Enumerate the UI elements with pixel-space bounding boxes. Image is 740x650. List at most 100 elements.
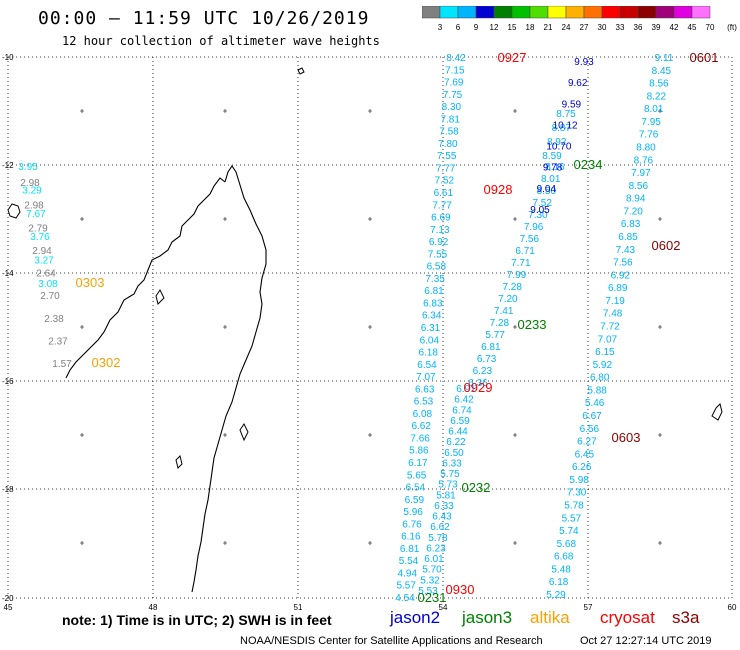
- wave-height-value: 5.68: [557, 539, 577, 550]
- wave-height-value: 7.48: [603, 309, 623, 320]
- wave-height-value: 5.75: [440, 469, 460, 480]
- legend-label: 6: [456, 23, 461, 32]
- grid-cross: [513, 433, 517, 437]
- wave-height-value: 7.76: [639, 130, 659, 141]
- wave-height-value: 6.83: [423, 299, 443, 310]
- legend-swatch: [691, 6, 711, 19]
- altimeter-tracks: 8.427.157.697.758.307.817.587.807.557.77…: [18, 53, 674, 604]
- wave-height-value: 6.91: [456, 384, 476, 395]
- wave-height-value: 5.46: [585, 398, 605, 409]
- wave-height-value: 5.32: [420, 575, 440, 586]
- wave-height-value: 6.59: [450, 416, 470, 427]
- wave-height-value: 5.29: [546, 590, 566, 601]
- wave-height-value: 6.45: [575, 449, 595, 460]
- legend-label: 18: [526, 23, 535, 32]
- wave-height-value: 6.42: [454, 395, 474, 406]
- wave-height-value: 2.37: [48, 336, 68, 347]
- wave-height-value: 6.92: [429, 237, 449, 248]
- wave-height-value: 5.78: [564, 501, 584, 512]
- wave-height-value: 5.54: [399, 556, 419, 567]
- footnote: note: 1) Time is in UTC; 2) SWH is in fe…: [62, 612, 332, 628]
- satellite-label-altika: altika: [530, 608, 570, 627]
- wave-height-value: 6.33: [434, 501, 454, 512]
- pass-time-label: 0928: [484, 182, 513, 197]
- wave-height-value: 7.28: [490, 318, 510, 329]
- pass-time-label: 0302: [92, 355, 121, 370]
- wave-height-value: 3.27: [34, 256, 54, 267]
- wave-height-value: 4.94: [398, 569, 418, 580]
- wave-height-value: 5.77: [485, 330, 505, 341]
- wave-height-value: 4.54: [395, 593, 415, 604]
- pass-time-label: 0930: [446, 582, 475, 597]
- grid-cross: [368, 541, 372, 545]
- wave-height-value: 6.36: [468, 378, 488, 389]
- wave-height-value: 8.76: [634, 155, 654, 166]
- wave-height-value: 6.43: [432, 512, 452, 523]
- wave-height-value: 5.78: [428, 533, 448, 544]
- wave-height-value: 6.18: [549, 577, 569, 588]
- longitude-label: 60: [728, 603, 737, 610]
- wave-height-value: 6.81: [481, 342, 501, 353]
- wave-height-value: 5.57: [562, 513, 582, 524]
- legend-label: 21: [544, 23, 553, 32]
- grid-cross: [658, 433, 662, 437]
- grid-cross: [513, 109, 517, 113]
- longitude-label: 48: [149, 603, 158, 610]
- wave-height-value: 7.30: [567, 488, 587, 499]
- wave-height-value: 7.20: [623, 206, 643, 217]
- grid-cross: [80, 217, 84, 221]
- grid-cross: [80, 325, 84, 329]
- wave-height-value: 2.38: [44, 314, 64, 325]
- legend-label: 30: [598, 23, 607, 32]
- wave-height-value: 9.04: [537, 184, 557, 195]
- wave-height-value: 6.81: [400, 544, 420, 555]
- grid-cross: [223, 433, 227, 437]
- wave-height-value: 9.78: [543, 163, 563, 174]
- wave-height-value: 7.30: [528, 210, 548, 221]
- wave-height-value: 8.01: [541, 174, 561, 185]
- legend-label: 12: [490, 23, 499, 32]
- wave-height-value: 6.62: [430, 522, 450, 533]
- islet-2: [239, 423, 249, 442]
- wave-height-value: 3.95: [18, 162, 38, 173]
- wave-height-value: 6.85: [618, 232, 638, 243]
- grid-cross: [223, 217, 227, 221]
- pass-time-label: 0929: [464, 380, 493, 395]
- wave-height-value: 7.07: [598, 334, 618, 345]
- wave-height-value: 8.01: [644, 104, 664, 115]
- wave-height-value: 6.63: [415, 384, 435, 395]
- pass-time-label: 0303: [76, 275, 105, 290]
- legend-label: 9: [474, 23, 479, 32]
- wave-height-value: 6.74: [452, 405, 472, 416]
- wave-height-value: 2.79: [28, 223, 48, 234]
- wave-height-value: 6.53: [414, 397, 434, 408]
- pass-time-label: 0233: [518, 317, 547, 332]
- wave-height-value: 6.33: [442, 458, 462, 469]
- wave-height-value: 7.07: [416, 372, 436, 383]
- wave-height-value: 6.58: [427, 262, 447, 273]
- pass-time-label: 0232: [462, 480, 491, 495]
- grid-cross: [658, 325, 662, 329]
- comoros-island: [7, 203, 21, 219]
- pass-time-label: 0603: [612, 430, 641, 445]
- wave-height-value: 8.16: [545, 162, 565, 173]
- wave-height-value: 7.66: [410, 434, 430, 445]
- wave-height-value: 9.93: [574, 57, 594, 68]
- wave-height-value: 6.89: [608, 283, 628, 294]
- grid-cross: [80, 109, 84, 113]
- wave-height-value: 7.69: [444, 78, 464, 89]
- wave-height-value: 7.15: [445, 65, 465, 76]
- wave-height-value: 7.56: [520, 234, 540, 245]
- satellite-label-cryosat: cryosat: [600, 608, 655, 627]
- wave-height-value: 2.98: [24, 201, 44, 212]
- legend-label: 33: [616, 23, 625, 32]
- wave-height-value: 6.16: [401, 532, 421, 543]
- wave-height-value: 5.57: [396, 581, 416, 592]
- wave-height-value: 6.04: [420, 335, 440, 346]
- wave-height-value: 10.12: [553, 120, 578, 131]
- wave-height-value: 6.76: [402, 519, 422, 530]
- wave-height-value: 3.76: [30, 232, 50, 243]
- wave-height-value: 6.59: [405, 495, 425, 506]
- islet: [297, 67, 305, 75]
